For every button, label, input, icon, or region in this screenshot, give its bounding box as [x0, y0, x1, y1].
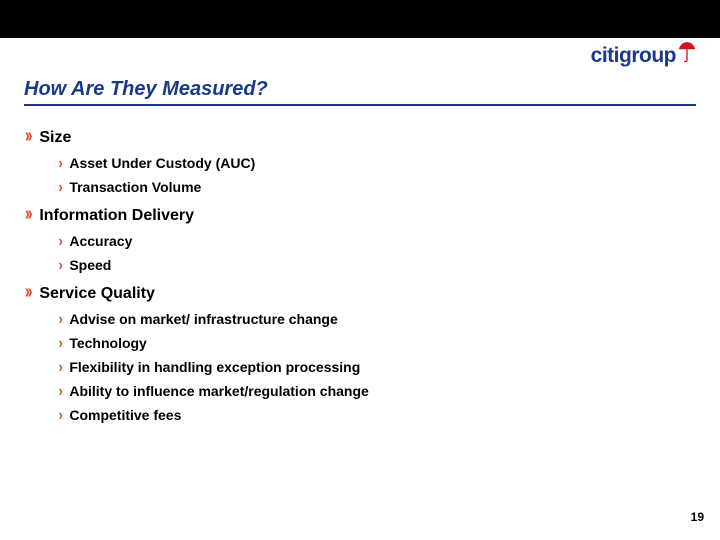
brand-name: citigroup [591, 44, 676, 68]
chevron-bullet-icon: ›› [25, 204, 30, 224]
brand-logo: citigroup [591, 40, 696, 68]
page-title: How Are They Measured? [24, 78, 268, 101]
item-label: Accuracy [69, 233, 132, 249]
list-item: › Ability to influence market/regulation… [58, 383, 696, 400]
item-label: Speed [69, 257, 111, 273]
list-item: › Asset Under Custody (AUC) [58, 155, 696, 172]
chevron-bullet-icon: › [59, 234, 63, 250]
item-label: Competitive fees [69, 407, 181, 423]
list-item: › Speed [58, 257, 696, 274]
chevron-bullet-icon: ›› [25, 282, 30, 302]
list-item: › Technology [58, 335, 696, 352]
section-label: Service Quality [39, 285, 155, 303]
chevron-bullet-icon: › [59, 180, 63, 196]
list-item: › Competitive fees [58, 407, 696, 424]
section-label: Size [39, 129, 71, 147]
item-label: Technology [69, 335, 147, 351]
page-number: 19 [691, 510, 704, 524]
item-label: Asset Under Custody (AUC) [69, 155, 255, 171]
chevron-bullet-icon: › [59, 408, 63, 424]
umbrella-icon [678, 40, 696, 64]
chevron-bullet-icon: › [59, 156, 63, 172]
chevron-bullet-icon: › [59, 360, 63, 376]
chevron-bullet-icon: ›› [25, 126, 30, 146]
list-item: › Transaction Volume [58, 179, 696, 196]
section-heading: ›› Information Delivery [24, 204, 696, 225]
chevron-bullet-icon: › [59, 258, 63, 274]
item-label: Advise on market/ infrastructure change [69, 311, 337, 327]
list-item: › Advise on market/ infrastructure chang… [58, 311, 696, 328]
item-label: Transaction Volume [69, 179, 201, 195]
item-label: Flexibility in handling exception proces… [69, 359, 360, 375]
title-underline [24, 104, 696, 106]
chevron-bullet-icon: › [59, 384, 63, 400]
section-label: Information Delivery [39, 207, 194, 225]
item-label: Ability to influence market/regulation c… [69, 383, 369, 399]
list-item: › Flexibility in handling exception proc… [58, 359, 696, 376]
list-item: › Accuracy [58, 233, 696, 250]
section-heading: ›› Size [24, 126, 696, 147]
section-heading: ›› Service Quality [24, 282, 696, 303]
header-bar [0, 0, 720, 38]
chevron-bullet-icon: › [59, 336, 63, 352]
chevron-bullet-icon: › [59, 312, 63, 328]
content-area: ›› Size › Asset Under Custody (AUC) › Tr… [24, 118, 696, 431]
